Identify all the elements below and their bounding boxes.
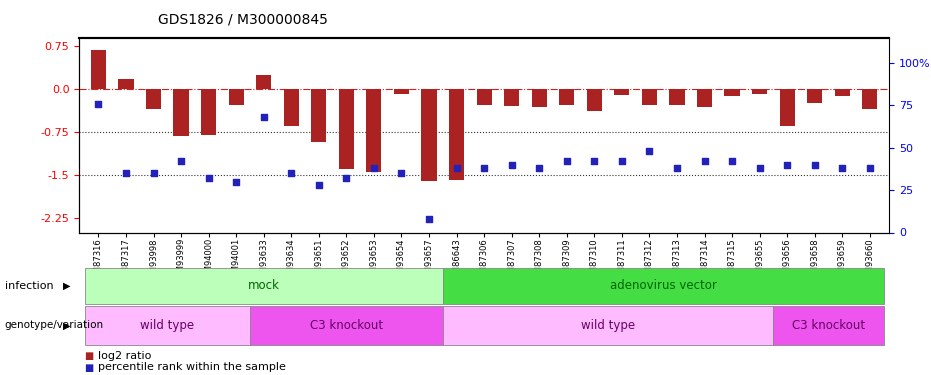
Bar	[477, 89, 492, 105]
Point	[560, 158, 574, 164]
Text: ▶: ▶	[63, 281, 71, 291]
Bar	[443, 306, 774, 345]
Bar	[422, 89, 437, 181]
Text: wild type: wild type	[581, 319, 635, 332]
Bar	[614, 89, 629, 95]
Bar	[807, 89, 822, 104]
Point	[339, 175, 354, 181]
Point	[91, 100, 106, 106]
Point	[614, 158, 629, 164]
Point	[862, 165, 877, 171]
Text: ■: ■	[84, 363, 93, 372]
Point	[394, 170, 409, 176]
Text: C3 knockout: C3 knockout	[792, 319, 865, 332]
Bar	[256, 75, 271, 89]
Bar	[443, 268, 884, 304]
Text: genotype/variation: genotype/variation	[5, 320, 103, 330]
Bar	[752, 89, 767, 94]
Bar	[173, 89, 189, 136]
Point	[835, 165, 850, 171]
Text: ▶: ▶	[63, 320, 71, 330]
Text: percentile rank within the sample: percentile rank within the sample	[98, 363, 286, 372]
Bar	[339, 89, 354, 170]
Bar	[85, 306, 250, 345]
Point	[256, 114, 271, 120]
Text: ■: ■	[84, 351, 93, 361]
Bar	[85, 268, 443, 304]
Bar	[560, 89, 574, 105]
Bar	[532, 89, 546, 108]
Bar	[504, 89, 519, 106]
Point	[311, 182, 326, 188]
Bar	[862, 89, 877, 109]
Point	[642, 148, 657, 154]
Text: C3 knockout: C3 knockout	[310, 319, 383, 332]
Bar	[366, 89, 382, 172]
Text: adenovirus vector: adenovirus vector	[610, 279, 717, 292]
Point	[807, 162, 822, 168]
Point	[669, 165, 684, 171]
Point	[422, 216, 437, 222]
Bar	[146, 89, 161, 109]
Bar	[394, 89, 409, 94]
Point	[118, 170, 133, 176]
Bar	[587, 89, 602, 111]
Point	[724, 158, 739, 164]
Point	[284, 170, 299, 176]
Text: log2 ratio: log2 ratio	[98, 351, 151, 361]
Point	[752, 165, 767, 171]
Bar	[118, 79, 133, 89]
Bar	[669, 89, 684, 105]
Point	[367, 165, 382, 171]
Text: mock: mock	[248, 279, 279, 292]
Bar	[284, 89, 299, 126]
Point	[229, 178, 244, 184]
Text: wild type: wild type	[141, 319, 195, 332]
Bar	[779, 89, 795, 126]
Bar	[774, 306, 884, 345]
Text: infection: infection	[5, 281, 53, 291]
Point	[532, 165, 546, 171]
Bar	[91, 50, 106, 89]
Bar	[229, 89, 244, 105]
Point	[505, 162, 519, 168]
Point	[477, 165, 492, 171]
Point	[173, 158, 188, 164]
Bar	[697, 89, 712, 108]
Bar	[201, 89, 216, 135]
Bar	[250, 306, 443, 345]
Bar	[449, 89, 465, 180]
Point	[146, 170, 161, 176]
Bar	[641, 89, 657, 105]
Point	[587, 158, 601, 164]
Point	[697, 158, 712, 164]
Point	[780, 162, 795, 168]
Bar	[724, 89, 739, 96]
Bar	[311, 89, 327, 142]
Bar	[835, 89, 850, 96]
Point	[201, 175, 216, 181]
Text: GDS1826 / M300000845: GDS1826 / M300000845	[158, 12, 328, 26]
Point	[449, 165, 464, 171]
